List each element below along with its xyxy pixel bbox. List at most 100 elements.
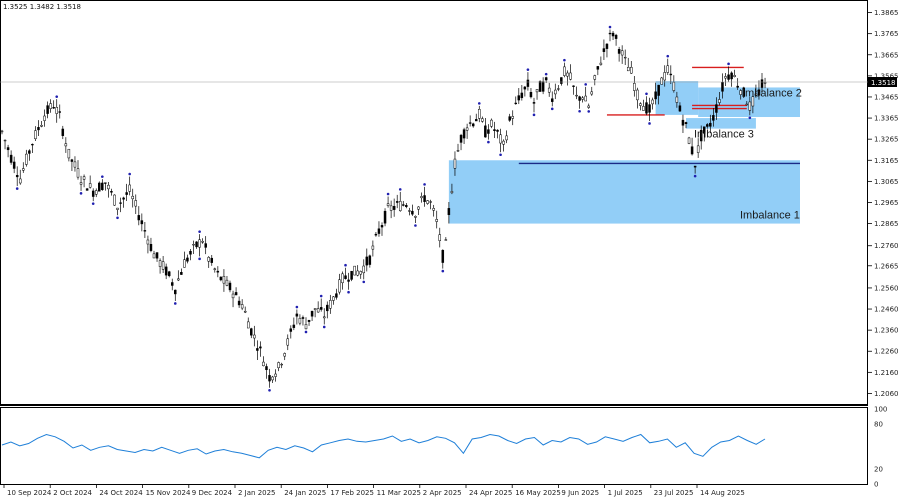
candle [12, 156, 16, 174]
candle [40, 120, 43, 128]
candle [602, 39, 606, 61]
candle [210, 255, 214, 266]
candle [699, 125, 703, 150]
candle [696, 138, 700, 158]
candle [626, 57, 630, 72]
candle [581, 95, 584, 103]
candle [231, 290, 235, 308]
candle [563, 62, 566, 78]
candle [702, 126, 706, 142]
candle [490, 118, 493, 129]
candle [557, 85, 560, 92]
fractal-down-marker [116, 216, 119, 220]
fractal-up-marker [423, 183, 426, 186]
fractal-down-marker [532, 113, 536, 117]
indicator-tick-label: 0 [874, 481, 878, 489]
candle [61, 125, 65, 140]
candle [599, 56, 603, 66]
candle [262, 356, 265, 367]
price-tick-label: 1.3765 [874, 30, 899, 38]
candle [85, 187, 89, 191]
candle [645, 96, 648, 116]
candle [377, 221, 381, 237]
fractal-up-marker [727, 62, 730, 66]
candle [405, 202, 408, 209]
candle [526, 72, 530, 91]
price-tick-label: 1.3065 [874, 178, 899, 186]
candle [715, 97, 718, 120]
candle [313, 308, 317, 318]
candle [447, 202, 451, 224]
candle [560, 77, 563, 86]
candle [350, 270, 353, 282]
candle [353, 265, 356, 276]
fractal-up-marker [584, 83, 587, 86]
candle [742, 86, 746, 99]
candle [101, 179, 104, 191]
candle [304, 317, 308, 330]
candle [3, 139, 7, 150]
candle [365, 248, 369, 272]
fractal-up-marker [344, 263, 347, 267]
fractal-down-marker [441, 269, 445, 273]
price-tick-label: 1.2460 [874, 306, 899, 314]
price-tick-label: 1.2360 [874, 327, 899, 335]
fractal-up-marker [526, 68, 530, 71]
candle [122, 196, 125, 208]
candle [383, 208, 387, 227]
candle [177, 270, 180, 282]
fractal-up-marker [128, 172, 131, 176]
candle [569, 64, 572, 81]
candle [268, 368, 271, 388]
candle [596, 66, 600, 76]
imbalance-zone [448, 160, 800, 224]
candle [593, 74, 597, 86]
candle [763, 77, 767, 89]
candle [37, 120, 40, 137]
candle [192, 240, 195, 255]
fractal-up-marker [544, 72, 548, 76]
candle [310, 310, 314, 321]
candle [158, 258, 162, 274]
indicator-line [1, 433, 766, 459]
candle [687, 136, 691, 145]
candle [727, 66, 730, 82]
time-tick-label: 24 Apr 2025 [469, 489, 512, 497]
candle [43, 109, 46, 127]
candle [98, 181, 101, 192]
candle [91, 188, 95, 202]
candle [420, 192, 423, 203]
candle [88, 175, 92, 189]
candle [423, 186, 426, 207]
time-tick-label: 2 Jan 2025 [238, 489, 276, 497]
candle [745, 101, 749, 106]
price-tick-label: 1.3365 [874, 115, 899, 123]
candle [204, 236, 207, 255]
indicator-pane-border [0, 407, 868, 485]
candle [46, 101, 49, 119]
fractal-down-marker [173, 302, 177, 305]
candle [131, 188, 134, 208]
candle [186, 254, 189, 264]
candle [389, 200, 393, 219]
candle [648, 97, 651, 121]
fractal-down-marker [198, 257, 201, 261]
candle [718, 91, 721, 106]
candle [572, 85, 575, 95]
candle [739, 89, 742, 100]
main-pane-border [0, 0, 868, 405]
candle [298, 314, 302, 326]
candle [408, 207, 411, 216]
candle [693, 165, 697, 174]
candle [137, 206, 141, 226]
candle [465, 123, 469, 139]
time-tick-label: 24 Jan 2025 [284, 489, 326, 497]
candle [64, 137, 68, 153]
candle [584, 86, 587, 102]
candle [140, 213, 144, 232]
zone-label: Imbalance 2 [742, 87, 802, 99]
candle [678, 102, 682, 112]
candle [183, 251, 186, 268]
